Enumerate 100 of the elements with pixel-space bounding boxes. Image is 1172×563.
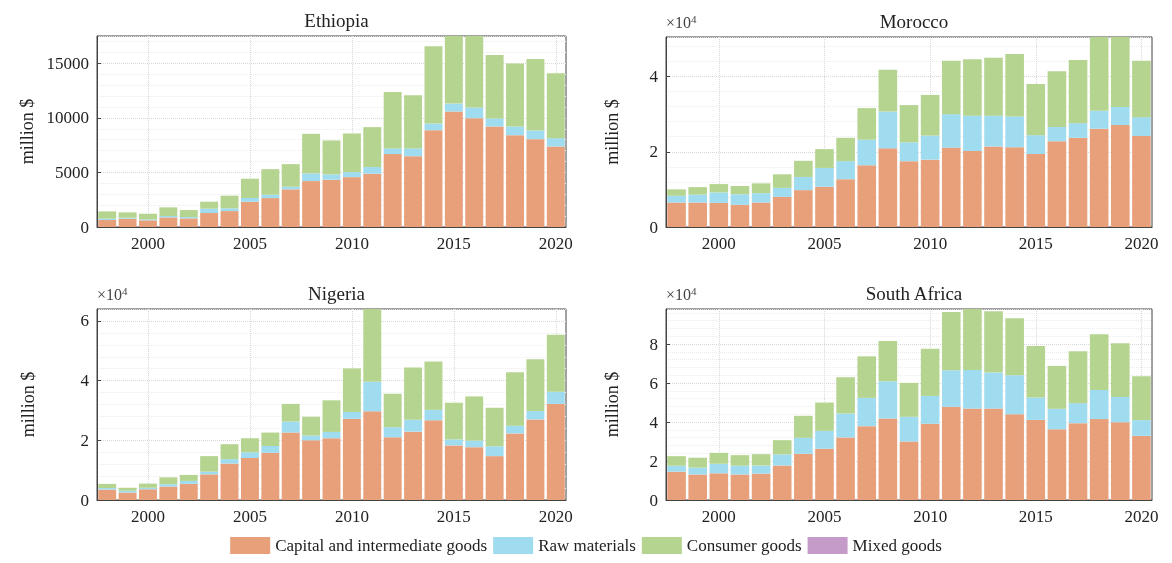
- bar: [383, 154, 402, 227]
- bar: [1047, 126, 1067, 142]
- bar: [836, 377, 855, 414]
- bar: [984, 146, 1003, 227]
- bar: [485, 407, 504, 447]
- bar: [200, 474, 219, 500]
- bar: [688, 187, 707, 195]
- x-tick-label: 2020: [538, 234, 573, 253]
- bar: [772, 187, 792, 197]
- bar: [1005, 147, 1024, 227]
- bar: [963, 408, 982, 500]
- bar: [220, 463, 239, 500]
- bar: [322, 438, 341, 500]
- x-tick-label: 2000: [701, 507, 736, 526]
- bar: [963, 59, 982, 116]
- bar: [240, 452, 259, 458]
- bar: [322, 174, 341, 180]
- bar: [546, 403, 565, 500]
- bar: [200, 456, 219, 472]
- bar: [139, 483, 157, 488]
- bar: [878, 381, 898, 419]
- bar: [899, 105, 919, 143]
- bar: [667, 189, 686, 196]
- bar: [506, 372, 524, 426]
- bar: [424, 46, 443, 124]
- bar: [546, 146, 565, 227]
- bar: [159, 217, 178, 227]
- bar: [857, 356, 877, 398]
- bar: [815, 149, 834, 168]
- x-tick-label: 2010: [334, 234, 369, 253]
- bar: [857, 397, 877, 427]
- y-tick-label: 5000: [55, 162, 89, 182]
- y-tick-label: 4: [649, 67, 659, 86]
- bar: [1026, 84, 1046, 136]
- bar: [322, 400, 341, 432]
- x-tick-label: 2015: [436, 234, 471, 253]
- bar: [1026, 154, 1046, 227]
- bar: [963, 370, 982, 409]
- bar: [240, 457, 259, 500]
- bar: [730, 455, 750, 466]
- bar: [984, 408, 1003, 500]
- bar: [424, 123, 443, 131]
- bar: [220, 195, 239, 209]
- y-axis-title: million $: [16, 98, 37, 165]
- bar: [1111, 396, 1130, 423]
- bar: [159, 486, 178, 500]
- bar: [1026, 397, 1046, 420]
- bar: [772, 454, 792, 466]
- bar: [240, 438, 259, 453]
- bar: [1132, 135, 1151, 227]
- bar: [546, 138, 565, 147]
- bar: [424, 361, 443, 410]
- bar: [485, 126, 504, 227]
- bar: [730, 204, 750, 227]
- x-tick-label: 2000: [701, 234, 736, 253]
- bar: [899, 142, 919, 162]
- bar: [1132, 60, 1151, 118]
- bar: [506, 135, 524, 227]
- bar: [404, 148, 423, 157]
- bar: [941, 114, 961, 148]
- bar: [98, 220, 117, 227]
- bar: [1047, 141, 1067, 227]
- bar: [404, 156, 423, 227]
- bar: [751, 183, 771, 194]
- bar: [1005, 414, 1024, 500]
- bar: [667, 456, 686, 466]
- bar: [878, 111, 898, 149]
- x-tick-label: 2000: [130, 507, 165, 526]
- bar: [526, 359, 545, 412]
- bar: [1089, 389, 1109, 420]
- x-tick-label: 2000: [130, 234, 165, 253]
- bar: [179, 480, 198, 484]
- bar: [118, 218, 137, 227]
- bar: [302, 181, 321, 227]
- bar: [1132, 117, 1151, 136]
- bar: [941, 370, 961, 407]
- bar: [506, 63, 524, 127]
- chart-title: Ethiopia: [304, 10, 370, 31]
- x-tick-label: 2020: [538, 507, 573, 526]
- bar: [772, 440, 792, 455]
- bar: [200, 201, 219, 209]
- bar: [730, 194, 750, 205]
- bar: [363, 173, 382, 227]
- bar: [363, 309, 382, 382]
- bar: [322, 140, 341, 175]
- bar: [857, 165, 877, 227]
- bar: [667, 195, 686, 203]
- bar: [751, 465, 771, 474]
- y-axis-title: million $: [18, 371, 38, 438]
- bar: [546, 391, 565, 404]
- bar: [261, 432, 280, 446]
- bar: [984, 115, 1003, 147]
- bar: [815, 430, 834, 449]
- y-tick-label: 4: [649, 412, 659, 432]
- bar: [984, 57, 1003, 116]
- bar: [139, 489, 157, 500]
- bar: [688, 202, 707, 227]
- x-tick-label: 2015: [1018, 507, 1053, 526]
- bar: [281, 189, 300, 227]
- bar: [465, 447, 484, 500]
